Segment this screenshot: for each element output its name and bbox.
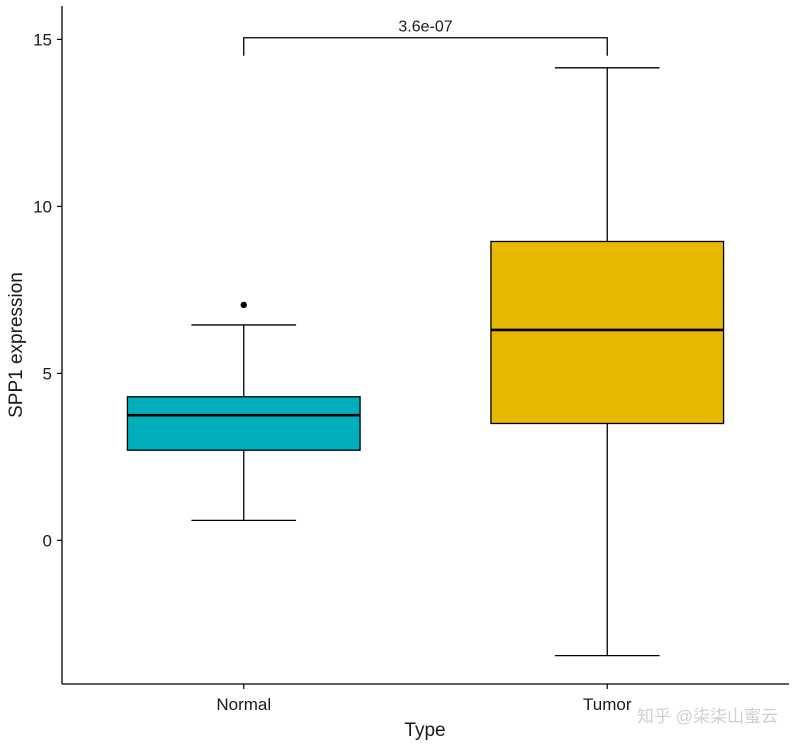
y-tick-label: 0 <box>43 531 52 550</box>
x-tick-label: Normal <box>216 695 271 714</box>
outlier-point <box>240 301 247 309</box>
y-axis-title: SPP1 expression <box>6 272 27 418</box>
y-tick-label: 5 <box>43 364 52 383</box>
box-normal <box>126 396 361 451</box>
box-tumor <box>490 240 725 425</box>
p-value-label: 3.6e-07 <box>398 19 452 36</box>
significance-bracket <box>243 37 608 56</box>
y-tick-label: 15 <box>33 30 52 49</box>
y-tick-label: 10 <box>33 197 52 216</box>
watermark-text: 知乎 @柒柒山蜜云 <box>637 707 778 726</box>
x-tick-label: Tumor <box>583 695 632 714</box>
x-axis-title: Type <box>404 720 445 741</box>
